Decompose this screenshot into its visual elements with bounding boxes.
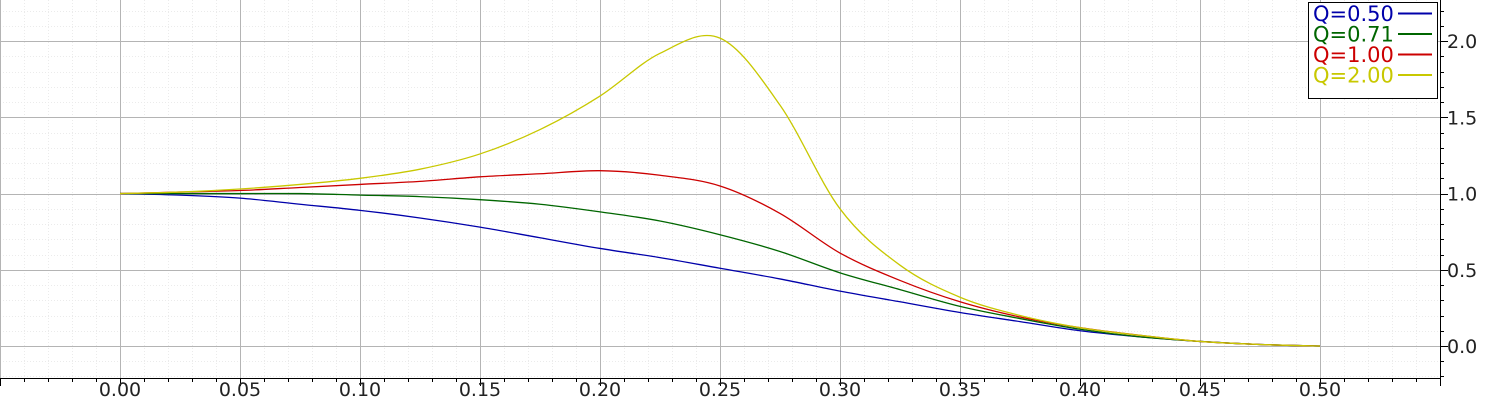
x-tick-label: 0.50	[1299, 379, 1341, 400]
x-tick-label: 0.15	[459, 379, 501, 400]
x-tick-label: 0.00	[99, 379, 141, 400]
x-tick-label: 0.30	[819, 379, 861, 400]
y-axis: 0.0 0.5 1.0 1.5 2.0	[1440, 11, 1477, 377]
x-tick-label: 0.20	[579, 379, 621, 400]
y-tick-label: 2.0	[1447, 31, 1477, 53]
legend-label: Q=1.00	[1313, 43, 1394, 67]
x-tick-label: 0.35	[939, 379, 981, 400]
x-tick-label: 0.10	[339, 379, 381, 400]
legend-box	[1308, 2, 1438, 99]
x-axis: 0.00 0.05 0.10 0.15 0.20 0.25 0.30 0.35 0.40 0.45…	[0, 378, 1441, 400]
series-line-1	[120, 192, 1321, 347]
series-line-3	[119, 34, 1321, 347]
legend: Q=0.50Q=0.71Q=1.00Q=2.00	[1308, 2, 1438, 99]
legend-label: Q=2.00	[1313, 64, 1394, 88]
x-tick-label: 0.40	[1059, 379, 1101, 400]
y-tick-label: 1.5	[1447, 107, 1477, 129]
legend-label: Q=0.50	[1313, 2, 1394, 26]
y-tick-label: 0.5	[1447, 260, 1477, 282]
series-lines	[119, 34, 1321, 347]
y-tick-label: 0.0	[1447, 336, 1477, 358]
y-tick-label: 1.0	[1447, 184, 1477, 206]
x-tick-label: 0.45	[1179, 379, 1221, 400]
legend-label: Q=0.71	[1313, 23, 1394, 47]
x-tick-label: 0.05	[219, 379, 261, 400]
x-tick-label: 0.25	[699, 379, 741, 400]
